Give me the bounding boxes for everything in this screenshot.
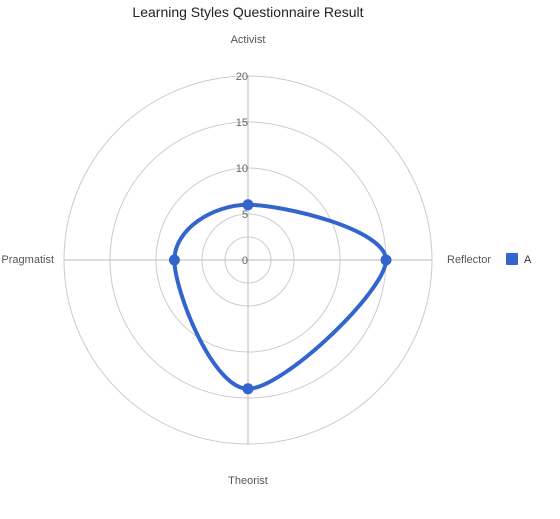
axis-label-theorist: Theorist <box>228 475 268 487</box>
radial-tick-labels: 0 5 10 15 20 <box>236 71 248 267</box>
axis-label-reflector: Reflector <box>447 254 491 266</box>
axis-label-pragmatist: Pragmatist <box>1 254 54 266</box>
chart-title: Learning Styles Questionnaire Result <box>132 4 363 20</box>
series-line <box>172 202 388 391</box>
data-point-theorist <box>242 383 254 395</box>
legend: A <box>506 253 532 266</box>
tick-label: 15 <box>236 117 248 129</box>
series-layer <box>168 199 392 395</box>
data-point-activist <box>242 199 254 211</box>
tick-label: 5 <box>242 209 248 221</box>
axis-label-activist: Activist <box>231 34 266 46</box>
data-point-reflector <box>380 254 392 266</box>
axis-labels: Activist Reflector Theorist Pragmatist <box>1 34 491 487</box>
data-point-pragmatist <box>168 254 180 266</box>
legend-label-a: A <box>524 254 532 266</box>
tick-label: 0 <box>242 255 248 267</box>
legend-swatch-a <box>506 253 518 265</box>
tick-label: 20 <box>236 71 248 83</box>
tick-label: 10 <box>236 163 248 175</box>
